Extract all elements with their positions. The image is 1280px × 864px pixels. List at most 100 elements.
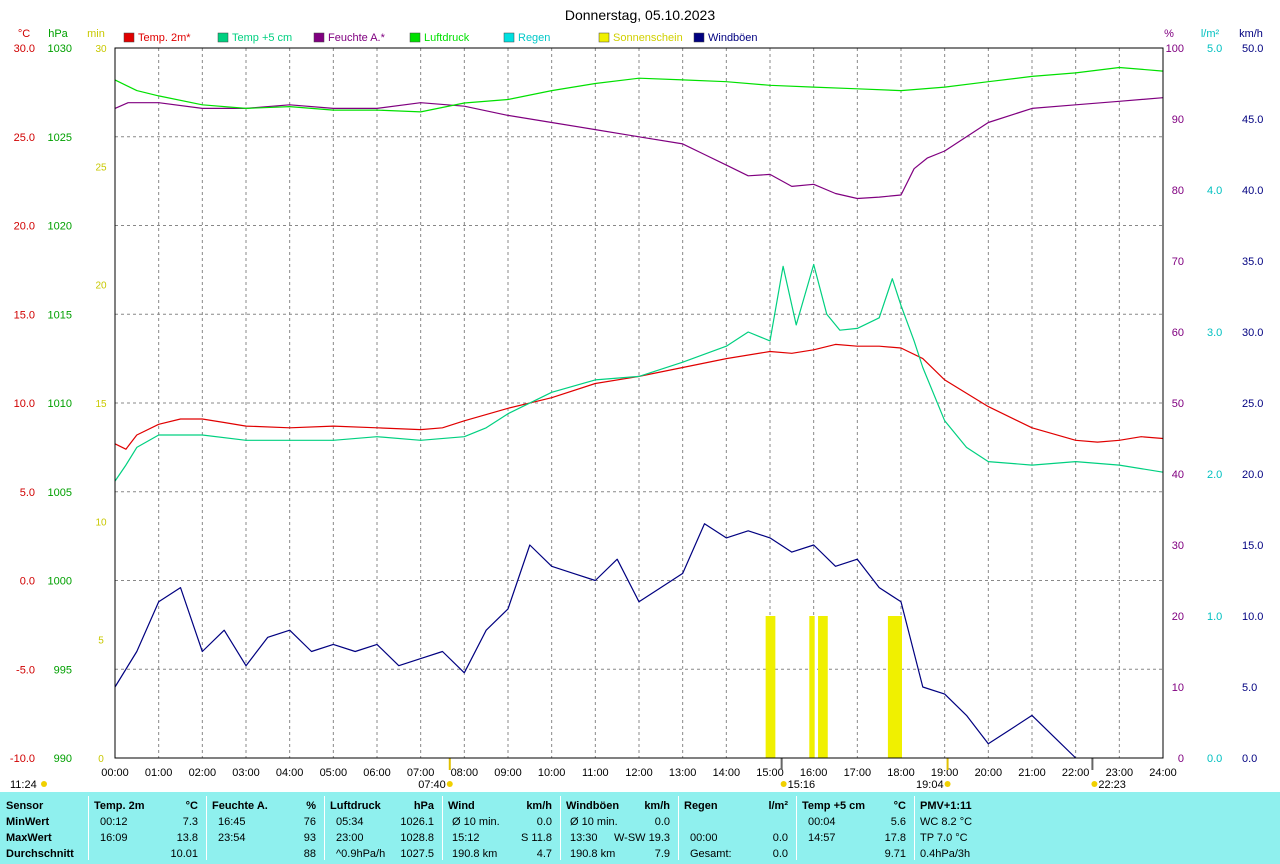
min-tick-label: 25 [95,162,107,173]
x-tick-label: 03:00 [232,767,260,779]
stats-time-wind: 15:12 [452,832,480,844]
stats-value-rain: 0.0 [772,848,788,860]
temp-tick-label: 5.0 [20,487,35,499]
sunrise-time: 07:40 [418,779,446,791]
stats-value-gust: 0.0 [654,816,670,828]
stats-col-press: Luftdruck hPa 05:34 1026.1 23:00 1028.8 ^0.9hP… [328,792,438,864]
x-tick-label: 16:00 [800,767,828,779]
sunrise-icon [446,781,453,787]
press-tick-label: 1005 [48,487,72,499]
stats-pmv-value: 0.4hPa/3h [920,848,971,860]
sunshine-bar [818,616,824,758]
plot-frame [114,47,1164,759]
stats-header-unit-gust: km/h [644,800,670,812]
temp-unit-label: °C [18,28,30,40]
stats-time-rain: Gesamt: [690,848,732,860]
temp-tick-label: 20.0 [14,221,35,233]
stats-value-press: 1027.5 [400,848,434,860]
legend-label: Temp. 2m* [138,32,191,44]
stats-header-wind: Wind [448,800,475,812]
stats-header-rain: Regen [684,800,718,812]
x-tick-label: 07:00 [407,767,435,779]
temp-tick-label: -10.0 [10,753,35,765]
min-tick-label: 15 [95,399,107,410]
x-tick-label: 23:00 [1106,767,1134,779]
stats-header-t5: Temp +5 cm [802,800,866,812]
wind-tick-label: 30.0 [1242,327,1263,339]
series-line-temp-2m [114,343,1164,450]
stats-header-gust: Windböen [566,800,620,812]
stats-label-max: MaxWert [6,832,52,844]
stats-col-temp: Temp. 2m °C 00:12 7.3 16:09 13.8 10.01 [92,792,202,864]
x-tick-label: 04:00 [276,767,304,779]
stats-header-unit-press: hPa [413,800,434,812]
wind-tick-label: 15.0 [1242,540,1263,552]
min-unit-label: min [87,28,105,40]
hum-unit-label: % [1164,28,1174,40]
rain-tick-label: 5.0 [1207,43,1222,55]
chart-title: Donnerstag, 05.10.2023 [565,7,715,23]
stats-header-unit-rain: l/m² [768,800,788,812]
stats-header-press: Luftdruck [330,800,381,812]
temp-tick-label: 25.0 [14,132,35,144]
rain-tick-label: 1.0 [1207,611,1222,623]
stats-col-t5: Temp +5 cm °C 00:04 5.6 14:57 17.8 9.71 [800,792,910,864]
stats-col-pmv: PMV+1:11 WC 8.2 °C TP 7.0 °C 0.4hPa/3h [918,792,1038,864]
wind-tick-label: 40.0 [1242,185,1263,197]
wind-tick-label: 25.0 [1242,398,1263,410]
x-tick-label: 13:00 [669,767,697,779]
x-tick-label: 21:00 [1018,767,1046,779]
stats-header-temp: Temp. 2m [94,800,145,812]
stats-time-press: ^0.9hPa/h [336,848,386,860]
wind-tick-label: 20.0 [1242,469,1263,481]
stats-panel: Sensor MinWert MaxWert Durchschnitt Temp… [0,792,1280,864]
legend-label: Feuchte A.* [328,32,386,44]
stats-value-t5: 9.71 [884,848,906,860]
wind-tick-label: 0.0 [1242,753,1257,765]
temp-tick-label: 15.0 [14,309,35,321]
x-tick-label: 05:00 [320,767,348,779]
min-tick-label: 30 [95,44,107,55]
stats-time-t5: 00:04 [808,816,836,828]
stats-col-wind: Wind km/h Ø 10 min. 0.0 15:12 S 11.8 190.8 km 4… [446,792,556,864]
stats-time-hum: 16:45 [218,816,246,828]
x-tick-label: 09:00 [494,767,522,779]
press-tick-label: 995 [54,664,72,676]
rain-tick-label: 2.0 [1207,469,1222,481]
moon-icon [41,781,47,787]
stats-header-unit-wind: km/h [526,800,552,812]
stats-time-t5: 14:57 [808,832,836,844]
x-tick-label: 12:00 [625,767,653,779]
noon-icon [780,781,787,787]
temp-tick-label: -5.0 [16,664,35,676]
legend-swatch [217,32,229,43]
stats-header-unit-t5: °C [893,800,906,812]
stats-value-hum: 88 [303,848,316,860]
stats-col-gust: Windböen km/h Ø 10 min. 0.0 13:30 W-SW 19.3 19… [564,792,674,864]
stats-label-avg: Durchschnitt [6,848,74,860]
stats-header-hum: Feuchte A. [212,800,268,812]
stats-value-rain: 0.0 [772,832,788,844]
sunset-icon [944,781,951,787]
rain-tick-label: 3.0 [1207,327,1222,339]
sunshine-bar [809,616,815,758]
stats-value-temp: 13.8 [176,832,198,844]
stats-label-min: MinWert [6,816,50,828]
stats-value-temp: 10.01 [170,848,198,860]
sunshine-bar [892,616,898,758]
hum-tick-label: 60 [1172,327,1184,339]
stats-value-press: 1028.8 [400,832,434,844]
rain-unit-label: l/m² [1201,28,1220,40]
x-tick-label: 15:00 [756,767,784,779]
stats-col-rain: Regen l/m² 00:00 0.0 Gesamt: 0.0 [682,792,792,864]
x-tick-label: 18:00 [887,767,915,779]
series-line-feuchte-a [114,97,1164,200]
min-tick-label: 20 [95,281,107,292]
wind-unit-label: km/h [1239,28,1263,40]
weather-chart: Donnerstag, 05.10.2023 °C hPa min % l/m²… [10,7,1264,791]
rain-tick-label: 4.0 [1207,185,1222,197]
series-line-luftdruck [114,66,1164,113]
legend-label: Regen [518,32,550,44]
x-tick-label: 17:00 [844,767,872,779]
sunshine-bar [765,616,771,758]
